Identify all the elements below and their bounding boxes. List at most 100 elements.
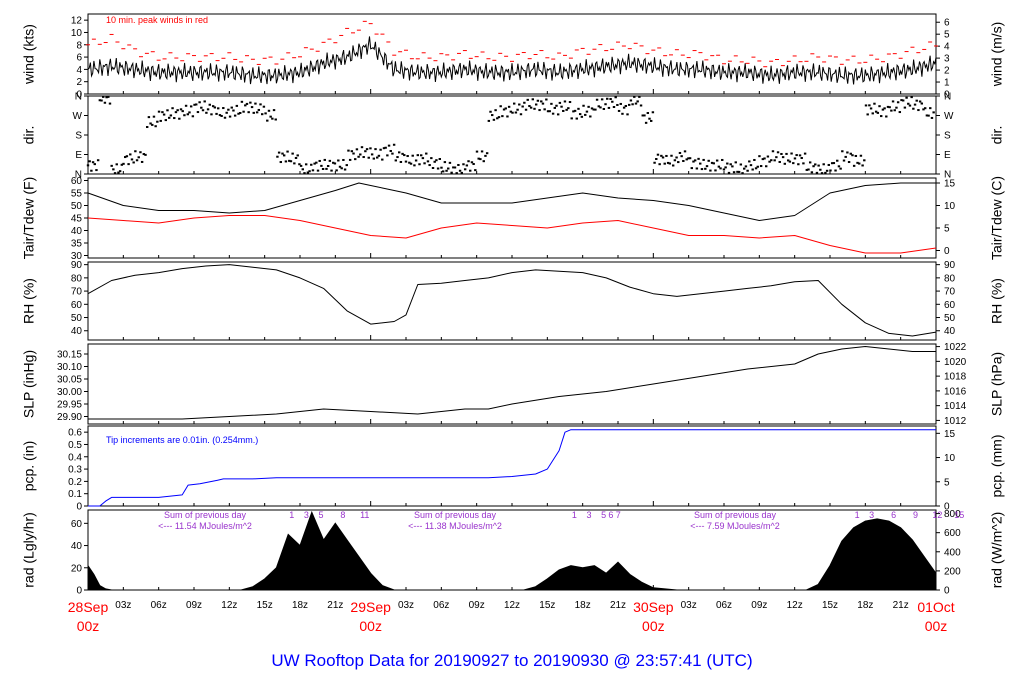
- wind-dir-mark: [347, 149, 350, 152]
- wind-dir-mark: [489, 110, 492, 113]
- wind-dir-mark: [426, 160, 430, 163]
- wind-dir-mark: [927, 114, 930, 117]
- wind-left-tick-label: 6: [76, 53, 82, 64]
- time-axis: 03z 06z 09z 12z 15z 18z 21z 03z 06z 09z 12z 15z 18z 2…: [68, 599, 955, 634]
- wind-dir-mark: [731, 165, 734, 168]
- wind-dir-mark: [156, 120, 159, 123]
- wind-dir-mark: [606, 97, 609, 100]
- wind-dir-mark: [638, 95, 641, 98]
- rad-left-tick-label: 60: [71, 519, 83, 530]
- wind-dir-mark: [404, 160, 408, 163]
- wind-dir-mark: [888, 106, 891, 109]
- wind-dir-mark: [600, 98, 604, 101]
- wind-dir-mark: [147, 116, 151, 119]
- wind-dir-mark: [629, 99, 633, 102]
- wind-left-tick-label: 12: [71, 16, 83, 27]
- slp-ylabel-left: SLP (inHg): [21, 350, 37, 418]
- wind-dir-mark: [325, 167, 328, 170]
- wind-dir-mark: [502, 108, 506, 111]
- wind-dir-mark: [624, 104, 628, 107]
- wind-dir-mark: [450, 171, 453, 174]
- wind-dir-mark: [595, 98, 599, 101]
- wind-dir-mark: [518, 103, 521, 106]
- wind-dir-mark: [633, 95, 636, 98]
- hour-tick-label: 18z: [857, 600, 873, 611]
- wind-dir-mark: [91, 161, 95, 164]
- temp-panel-frame: [87, 177, 937, 259]
- wind-dir-mark: [477, 157, 480, 160]
- wind-dir-mark: [839, 167, 842, 170]
- wind-dir-mark: [858, 162, 861, 165]
- radiation-area: [87, 510, 937, 591]
- wind-dir-mark: [112, 168, 115, 171]
- wind-dir-mark: [203, 100, 206, 103]
- day-hour-label: 00z: [642, 618, 665, 634]
- hour-tick-label: 09z: [186, 600, 202, 611]
- wind-dir-mark: [413, 164, 416, 167]
- wind-dir-mark: [455, 172, 458, 175]
- hour-tick-label: 15z: [539, 600, 555, 611]
- wind-dir-mark: [531, 98, 535, 101]
- wind-dir-mark: [726, 162, 729, 165]
- wind-dir-mark: [244, 104, 247, 107]
- wind-dir-mark: [778, 160, 781, 163]
- wind-dir-mark: [565, 108, 568, 111]
- wind-dir-mark: [775, 156, 778, 159]
- rad-left-tick-label: 0: [76, 586, 82, 597]
- wind-dir-mark: [869, 107, 873, 110]
- wind-dir-mark: [514, 111, 518, 114]
- wind-dir-mark: [242, 110, 245, 113]
- rad-left-tick-label: 20: [71, 563, 83, 574]
- wind-dir-mark: [729, 163, 732, 166]
- wind-dir-mark: [301, 168, 304, 171]
- wind-dir-mark: [585, 110, 589, 113]
- wind-dir-mark: [756, 165, 759, 168]
- wind-dir-mark: [754, 167, 758, 170]
- wind-dir-mark: [780, 152, 783, 155]
- rh-left-tick-label: 90: [71, 260, 83, 271]
- day-date-label: 28Sep: [68, 599, 109, 615]
- dir-left-tick-label: S: [75, 131, 82, 142]
- wind-dir-mark: [721, 158, 724, 161]
- wind-dir-mark: [151, 123, 154, 126]
- wind-dir-mark: [709, 169, 712, 172]
- wind-dir-mark: [658, 163, 661, 166]
- wind-dir-mark: [590, 107, 594, 110]
- wind-dir-mark: [272, 109, 276, 112]
- pcp-right-tick-label: 0: [944, 502, 950, 513]
- wind-dir-mark: [519, 113, 523, 116]
- wind-dir-mark: [350, 150, 354, 153]
- wind-dir-mark: [705, 165, 709, 168]
- wind-dir-mark: [781, 156, 785, 159]
- wind-dir-mark: [271, 117, 274, 120]
- wind-dir-mark: [462, 163, 465, 166]
- wind-dir-mark: [656, 153, 660, 156]
- wind-dir-mark: [732, 171, 736, 174]
- wind-dir-mark: [722, 168, 726, 171]
- wind-dir-mark: [166, 109, 169, 112]
- wind-dir-mark: [304, 163, 308, 166]
- wind-dir-mark: [262, 105, 266, 108]
- wind-dir-mark: [345, 164, 348, 167]
- wind-dir-mark: [896, 101, 900, 104]
- day-hour-label: 00z: [77, 618, 100, 634]
- temp-left-tick-label: 55: [71, 189, 83, 200]
- wind-dir-mark: [529, 106, 533, 109]
- wind-dir-mark: [122, 162, 125, 165]
- wind-dir-mark: [878, 105, 881, 108]
- wind-dir-mark: [355, 148, 359, 151]
- wind-dir-mark: [604, 103, 607, 106]
- wind-dir-mark: [276, 155, 279, 158]
- wind-dir-mark: [218, 114, 222, 117]
- wind-dir-mark: [807, 168, 810, 171]
- temp-left-tick-label: 35: [71, 239, 83, 250]
- pcp-right-tick-label: 10: [944, 453, 956, 464]
- wind-dir-mark: [863, 159, 866, 162]
- slp-right-tick-label: 1014: [944, 401, 967, 412]
- wind-dir-mark: [250, 106, 254, 109]
- wind-dir-mark: [910, 96, 913, 99]
- wind-dir-mark: [759, 165, 763, 168]
- wind-dir-mark: [181, 110, 184, 113]
- wind-dir-mark: [377, 154, 381, 157]
- wind-dir-mark: [898, 111, 902, 114]
